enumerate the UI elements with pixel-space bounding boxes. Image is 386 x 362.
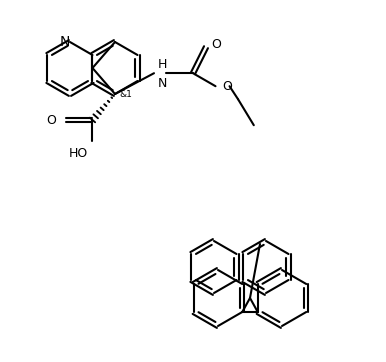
- Text: &1: &1: [119, 90, 132, 99]
- Text: O: O: [222, 80, 232, 93]
- Text: O: O: [211, 38, 221, 51]
- Text: N: N: [60, 35, 70, 49]
- Text: N: N: [158, 77, 168, 90]
- Text: HO: HO: [69, 147, 88, 160]
- Text: H: H: [158, 58, 168, 71]
- Text: O: O: [47, 114, 56, 126]
